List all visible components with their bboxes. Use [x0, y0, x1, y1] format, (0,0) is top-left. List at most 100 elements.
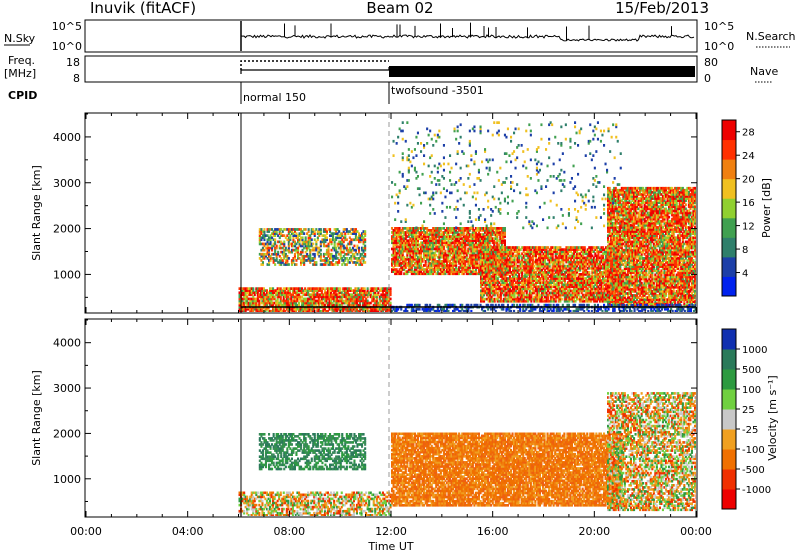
echo-cell — [319, 257, 322, 260]
echo-cell — [504, 293, 507, 297]
echo-cell — [284, 236, 287, 240]
echo-cell — [513, 289, 516, 293]
echo-cell — [403, 257, 406, 261]
echo-cell — [536, 252, 539, 256]
echo-cell — [322, 263, 325, 266]
echo-cell — [539, 262, 542, 266]
echo-cell — [550, 254, 553, 258]
echo-cell — [298, 232, 301, 235]
echo-cell — [275, 232, 278, 235]
echo-cell — [496, 279, 499, 282]
echo-cell — [594, 264, 597, 268]
echo-cell — [415, 253, 418, 257]
echo-cell — [574, 295, 577, 299]
echo-cell — [468, 266, 471, 269]
echo-cell — [512, 277, 515, 280]
echo-cell — [364, 252, 367, 256]
echo-cell — [487, 285, 490, 289]
echo-cell — [269, 301, 272, 305]
echo-cell — [462, 243, 465, 247]
echo-cell — [442, 247, 445, 251]
echo-cell — [350, 259, 353, 262]
echo-cell — [353, 252, 356, 256]
echo-cell — [276, 307, 279, 311]
echo-cell — [565, 252, 568, 256]
echo-cell — [499, 248, 502, 251]
echo-cell — [372, 295, 375, 299]
echo-cell — [406, 272, 409, 276]
echo-cell — [476, 239, 479, 243]
echo-cell — [427, 241, 430, 245]
echo-cell — [580, 295, 583, 299]
echo-cell — [557, 293, 560, 297]
echo-cell — [299, 309, 302, 312]
echo-cell — [525, 297, 528, 301]
echo-cell — [420, 229, 423, 232]
echo-cell — [534, 275, 537, 278]
echo-cell — [409, 227, 412, 230]
echo-cell — [512, 252, 515, 256]
echo-cell — [426, 249, 429, 253]
echo-cell — [349, 293, 352, 297]
echo-cell — [415, 243, 418, 247]
echo-cell — [563, 293, 566, 297]
echo-cell — [518, 248, 521, 251]
echo-cell — [539, 268, 542, 272]
echo-cell — [499, 233, 502, 236]
echo-cell — [439, 260, 442, 263]
echo-cell — [521, 258, 524, 262]
echo-cell — [550, 297, 553, 301]
echo-cell — [429, 266, 432, 269]
echo-cell — [258, 293, 261, 297]
echo-cell — [326, 289, 329, 292]
echo-cell — [416, 247, 419, 251]
echo-cell — [487, 231, 490, 234]
nave-tick-top: 80 — [704, 56, 718, 69]
echo-cell — [256, 303, 259, 307]
echo-cell — [380, 303, 383, 307]
echo-cell — [545, 246, 548, 249]
echo-cell — [305, 309, 308, 312]
echo-cell — [452, 247, 455, 251]
echo-cell — [565, 266, 568, 270]
echo-cell — [358, 263, 361, 266]
echo-cell — [340, 293, 343, 297]
echo-cell — [353, 228, 356, 231]
echo-cell — [333, 293, 336, 297]
echo-cell — [502, 275, 505, 278]
echo-cell — [354, 309, 357, 312]
echo-cell — [560, 260, 563, 264]
echo-cell — [565, 295, 568, 299]
echo-cell — [592, 285, 595, 289]
echo-cell — [510, 264, 513, 268]
echo-cell — [489, 297, 492, 301]
echo-cell — [502, 233, 505, 236]
echo-cell — [296, 297, 299, 301]
echo-cell — [435, 235, 438, 238]
echo-cell — [449, 264, 452, 267]
echo-cell — [407, 251, 410, 255]
echo-cell — [508, 258, 511, 262]
echo-cell — [433, 241, 436, 245]
echo-cell — [496, 254, 499, 258]
echo-cell — [592, 279, 595, 282]
echo-cell — [545, 254, 548, 258]
echo-cell — [462, 245, 465, 249]
echo-cell — [400, 255, 403, 259]
echo-cell — [484, 285, 487, 289]
echo-cell — [482, 237, 485, 240]
echo-cell — [512, 266, 515, 270]
echo-cell — [496, 239, 499, 243]
echo-cell — [453, 264, 456, 267]
echo-cell — [400, 243, 403, 247]
echo-cell — [531, 264, 534, 268]
echo-cell — [473, 255, 476, 259]
echo-cell — [334, 299, 337, 303]
echo-cell — [416, 266, 419, 269]
echo-cell — [433, 264, 436, 267]
echo-cell — [534, 256, 537, 260]
echo-cell — [560, 258, 563, 262]
echo-cell — [265, 307, 268, 311]
echo-cell — [528, 279, 531, 282]
echo-cell — [484, 266, 487, 270]
